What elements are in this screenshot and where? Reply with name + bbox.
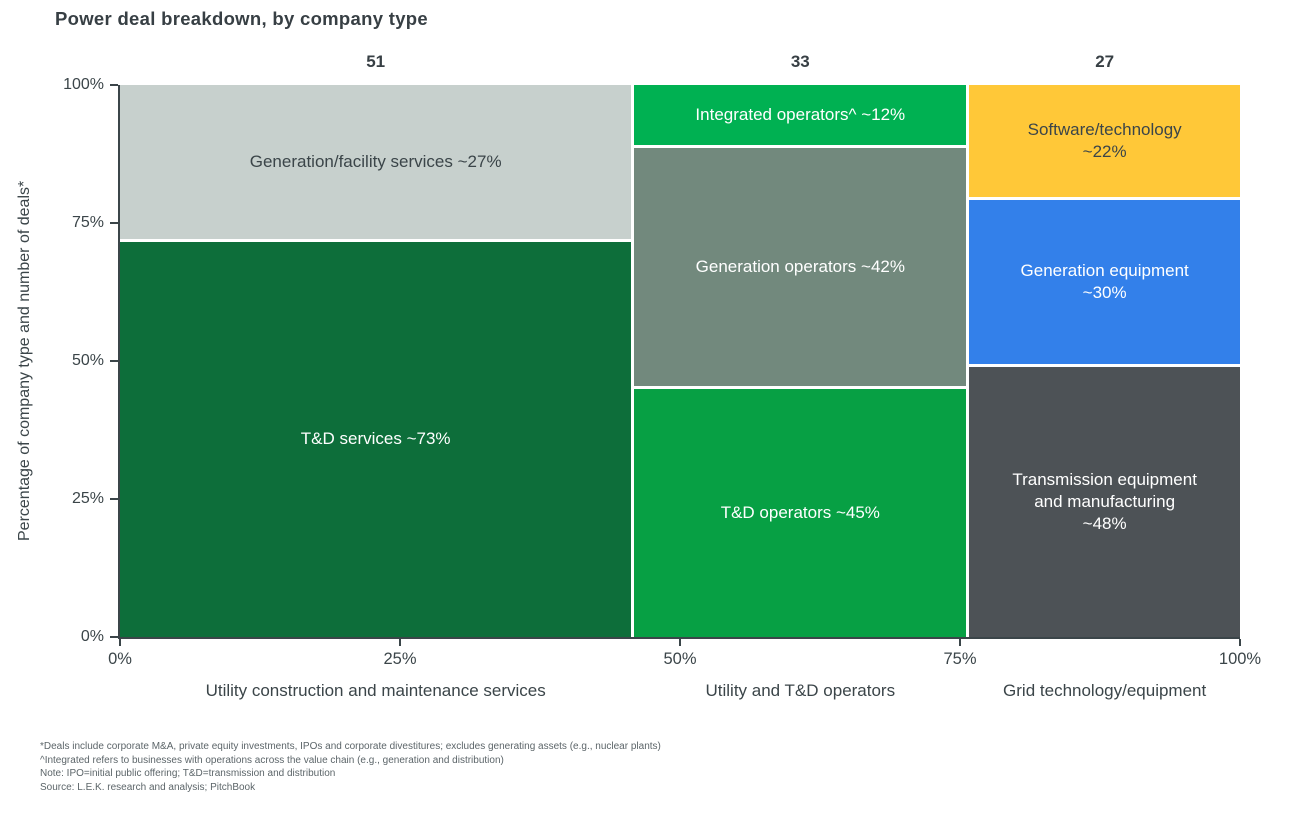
y-tick: 0%: [81, 628, 118, 645]
segment-label: Integrated operators^ ~12%: [695, 104, 906, 124]
x-tick: 75%: [943, 639, 977, 668]
x-tick-label: 0%: [108, 650, 132, 668]
column-deal-count: 51: [366, 52, 386, 71]
column-deal-count: 27: [1095, 52, 1115, 71]
column-group-labels: Utility construction and maintenance ser…: [120, 681, 1240, 701]
x-tick: 0%: [108, 639, 132, 668]
x-axis-ticks: 0% 25% 50% 75% 100%: [108, 639, 1261, 679]
column-deal-count: 33: [790, 52, 810, 71]
footnotes: *Deals include corporate M&A, private eq…: [40, 740, 940, 794]
segment-label: T&D operators ~45%: [720, 502, 880, 522]
y-tick: 100%: [63, 76, 118, 93]
y-tick: 75%: [72, 214, 118, 231]
column-group-label: Utility and T&D operators: [705, 681, 896, 700]
column-headers: 51 33 27: [120, 52, 1240, 72]
chart-title: Power deal breakdown, by company type: [55, 8, 428, 29]
mekko-column-1: Generation/facility services ~27% T&D ser…: [120, 85, 632, 637]
y-tick-label: 50%: [71, 352, 104, 369]
y-tick: 50%: [72, 352, 118, 369]
y-axis-ticks: 100% 75% 50% 25% 0%: [0, 76, 118, 645]
segment-label: Generation operators ~42%: [695, 256, 905, 276]
x-tick-label: 75%: [943, 650, 977, 668]
segment-label: Transmission equipment and manufacturing…: [1012, 469, 1197, 533]
mekko-column-2: Integrated operators^ ~12% Generation ope…: [634, 85, 967, 638]
footnote-line: Note: IPO=initial public offering; T&D=t…: [40, 768, 336, 779]
footnote-line: Source: L.E.K. research and analysis; Pi…: [40, 781, 256, 793]
y-tick-label: 100%: [63, 76, 104, 93]
segment-generation-facility-services: Generation/facility services ~27%: [120, 85, 632, 239]
segment-integrated-operators: Integrated operators^ ~12%: [634, 85, 967, 146]
y-tick-label: 75%: [71, 214, 104, 231]
column-group-label: Utility construction and maintenance ser…: [205, 681, 546, 700]
x-tick-label: 100%: [1218, 650, 1262, 668]
segment-transmission-equipment-manufacturing: Transmission equipment and manufacturing…: [969, 366, 1240, 637]
segment-label: Software/technology ~22%: [1027, 119, 1182, 161]
footnote-line: *Deals include corporate M&A, private eq…: [40, 741, 661, 752]
mekko-columns: Generation/facility services ~27% T&D ser…: [120, 85, 1240, 638]
footnote-line: ^Integrated refers to businesses with op…: [40, 754, 504, 766]
segment-td-services: T&D services ~73%: [120, 241, 632, 637]
column-group-label: Grid technology/equipment: [1003, 681, 1207, 700]
segment-label: T&D services ~73%: [300, 429, 451, 449]
plot-area: Generation/facility services ~27% T&D ser…: [118, 85, 1240, 639]
segment-software-technology: Software/technology ~22%: [969, 85, 1240, 197]
segment-generation-operators: Generation operators ~42%: [634, 148, 967, 386]
segment-td-operators: T&D operators ~45%: [634, 388, 967, 638]
x-tick-label: 50%: [663, 650, 697, 668]
x-tick: 50%: [663, 639, 697, 668]
mekko-column-3: Software/technology ~22% Generation equip…: [969, 85, 1240, 637]
y-tick-label: 25%: [71, 490, 104, 507]
y-axis-line: [118, 85, 120, 639]
y-tick: 25%: [72, 490, 118, 507]
segment-generation-equipment: Generation equipment ~30%: [969, 199, 1240, 364]
x-tick: 100%: [1219, 639, 1261, 668]
y-tick-label: 0%: [80, 628, 104, 645]
x-tick-label: 25%: [383, 650, 417, 668]
x-axis-line: [118, 637, 1240, 639]
segment-label: Generation/facility services ~27%: [249, 151, 502, 171]
x-tick: 25%: [383, 639, 417, 668]
segment-label: Generation equipment ~30%: [1020, 260, 1189, 302]
